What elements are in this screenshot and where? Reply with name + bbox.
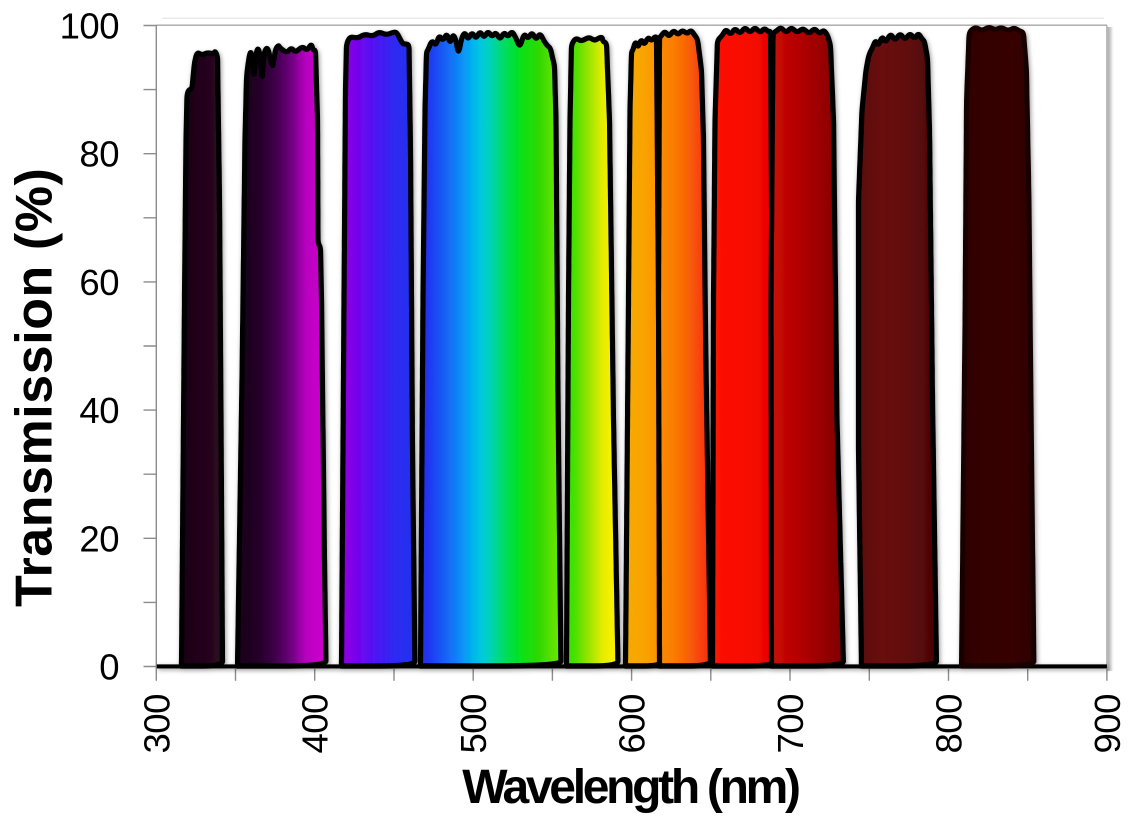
svg-text:40: 40 [79,390,119,431]
svg-text:900: 900 [1087,694,1128,753]
svg-text:0: 0 [99,647,119,688]
svg-text:100: 100 [60,6,119,47]
svg-text:Wavelength (nm): Wavelength (nm) [462,761,799,814]
svg-text:700: 700 [770,694,811,753]
svg-text:300: 300 [136,694,177,753]
svg-text:400: 400 [295,694,336,753]
svg-text:Transmission (%): Transmission (%) [6,168,64,607]
svg-text:800: 800 [929,694,970,753]
svg-text:500: 500 [453,694,494,753]
svg-text:60: 60 [79,262,119,303]
svg-text:20: 20 [79,518,119,559]
svg-text:80: 80 [79,134,119,175]
svg-text:600: 600 [612,694,653,753]
